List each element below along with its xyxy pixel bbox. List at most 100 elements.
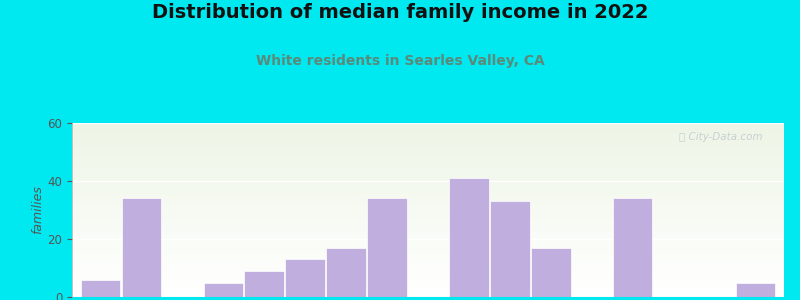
Bar (72, 247, 784, 248)
Bar (72, 214, 784, 215)
Bar (72, 220, 784, 221)
Bar (735, 283, 775, 297)
Bar (72, 218, 784, 219)
Bar (245, 271, 284, 297)
Bar (72, 131, 784, 132)
Bar (72, 164, 784, 165)
Bar (326, 248, 366, 297)
Bar (72, 158, 784, 159)
Bar (72, 182, 784, 183)
Bar (72, 255, 784, 256)
Bar (72, 185, 784, 186)
Bar (72, 283, 784, 284)
Bar (72, 163, 784, 164)
Bar (72, 200, 784, 201)
Bar (72, 275, 784, 276)
Bar (72, 175, 784, 176)
Bar (72, 153, 784, 154)
Bar (72, 181, 784, 182)
Bar (72, 130, 784, 131)
Bar (72, 191, 784, 192)
Bar (72, 136, 784, 137)
Bar (72, 203, 784, 204)
Bar (72, 236, 784, 237)
Bar (72, 150, 784, 151)
Bar (72, 160, 784, 161)
Bar (72, 178, 784, 179)
Bar (72, 146, 784, 147)
Bar (72, 170, 784, 171)
Bar (72, 278, 784, 279)
Bar (72, 137, 784, 138)
Bar (72, 229, 784, 230)
Bar (72, 133, 784, 134)
Bar (72, 151, 784, 152)
Bar (72, 206, 784, 207)
Bar (72, 243, 784, 244)
Bar (72, 223, 784, 224)
Bar (72, 171, 784, 172)
Bar (72, 195, 784, 196)
Bar (72, 227, 784, 228)
Bar (72, 156, 784, 157)
Bar (72, 259, 784, 260)
Bar (72, 265, 784, 266)
Bar (72, 168, 784, 169)
Bar (72, 294, 784, 295)
Bar (72, 237, 784, 238)
Bar (72, 187, 784, 188)
Bar (72, 135, 784, 136)
Bar (72, 235, 784, 236)
Bar (72, 152, 784, 153)
Bar (72, 228, 784, 229)
Bar (72, 190, 784, 191)
Bar (72, 288, 784, 289)
Bar (72, 290, 784, 291)
Bar (72, 254, 784, 255)
Bar (72, 193, 784, 194)
Bar (72, 253, 784, 254)
Bar (72, 184, 784, 185)
Bar (72, 144, 784, 145)
Bar (286, 259, 325, 297)
Bar (72, 176, 784, 177)
Bar (72, 188, 784, 189)
Bar (72, 201, 784, 202)
Bar (72, 248, 784, 249)
Bar (72, 266, 784, 267)
Bar (72, 208, 784, 209)
Bar (203, 283, 243, 297)
Bar (72, 240, 784, 241)
Bar (72, 125, 784, 126)
Bar (72, 268, 784, 269)
Bar (72, 231, 784, 232)
Bar (72, 177, 784, 178)
Bar (122, 198, 162, 297)
Bar (72, 174, 784, 175)
Text: ⓘ City-Data.com: ⓘ City-Data.com (679, 132, 762, 142)
Bar (72, 260, 784, 261)
Bar (72, 186, 784, 187)
Bar (72, 213, 784, 214)
Bar (72, 180, 784, 181)
Y-axis label: families: families (32, 186, 45, 234)
Bar (72, 215, 784, 216)
Bar (72, 285, 784, 286)
Text: Distribution of median family income in 2022: Distribution of median family income in … (152, 3, 648, 22)
Bar (72, 153, 784, 154)
Bar (72, 280, 784, 281)
Bar (72, 189, 784, 190)
Bar (72, 197, 784, 198)
Bar (72, 129, 784, 130)
Bar (367, 198, 407, 297)
Text: White residents in Searles Valley, CA: White residents in Searles Valley, CA (256, 54, 544, 68)
Bar (72, 192, 784, 193)
Bar (72, 258, 784, 259)
Bar (72, 199, 784, 200)
Bar (72, 267, 784, 268)
Bar (72, 124, 784, 125)
Bar (72, 221, 784, 222)
Bar (490, 201, 530, 297)
Bar (72, 173, 784, 174)
Bar (72, 211, 784, 212)
